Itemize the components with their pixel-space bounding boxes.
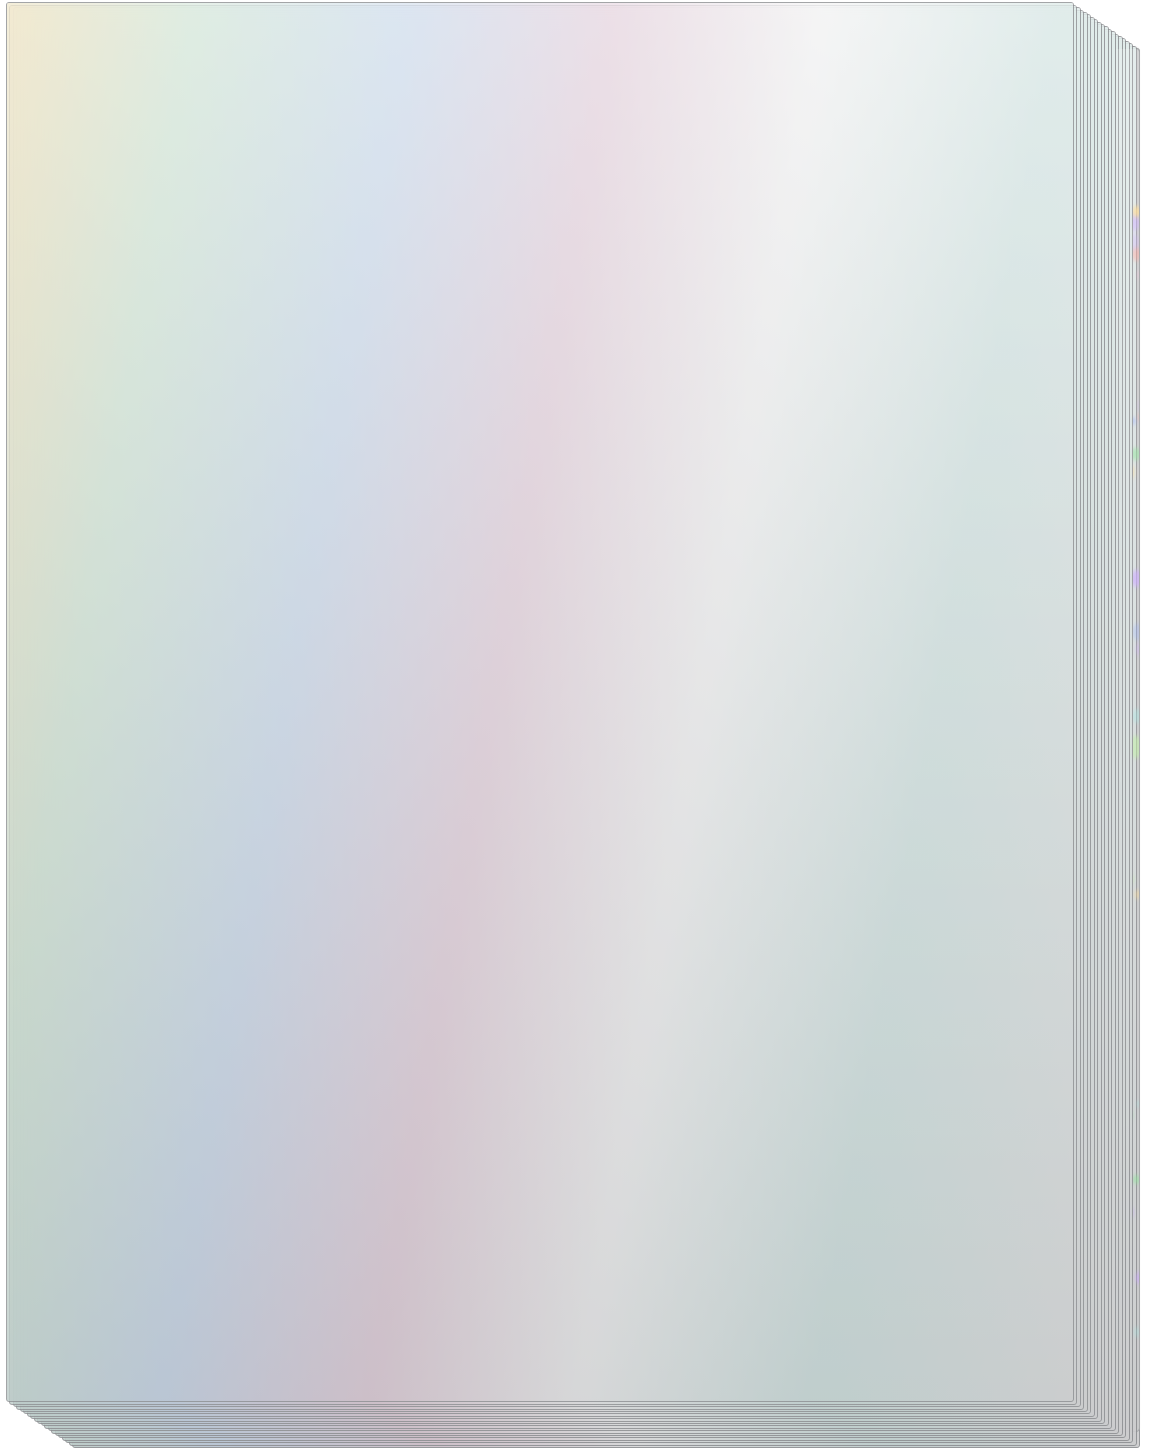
confetti-dot [1139, 413, 1140, 422]
confetti-dot [1138, 398, 1139, 413]
stack-sheet-edge [5, 2, 1074, 1403]
